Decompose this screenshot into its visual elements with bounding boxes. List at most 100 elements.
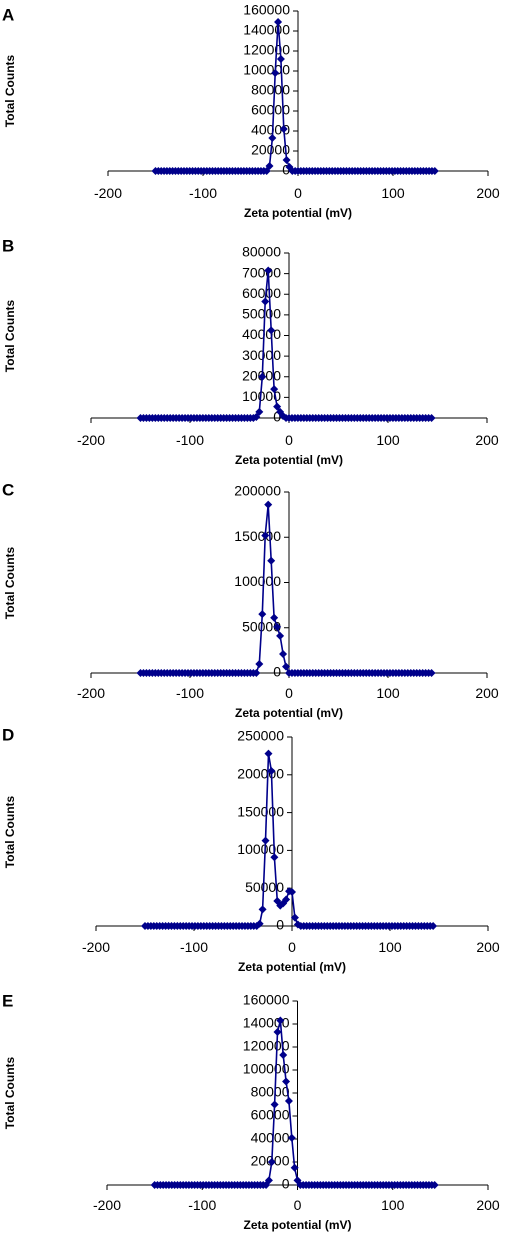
data-point — [264, 266, 273, 275]
series-line — [155, 21, 435, 172]
data-point — [261, 836, 270, 845]
data-point — [279, 649, 288, 658]
data-point — [427, 414, 436, 422]
data-point — [267, 1158, 276, 1166]
data-point — [282, 1077, 291, 1086]
y-tick-label: 200000 — [234, 483, 281, 499]
data-point — [279, 125, 288, 133]
x-tick-label: 0 — [294, 185, 302, 201]
x-tick-label: 100 — [381, 1197, 405, 1213]
x-tick-label: 100 — [378, 939, 402, 955]
y-tick-label: 80000 — [251, 82, 290, 98]
data-point — [267, 556, 276, 565]
x-tick-label: 0 — [288, 939, 296, 955]
chart-panel-d: D 0 50000 100000 150000 200000 250000 -200 -100 0… — [2, 725, 500, 974]
y-tick-label: 140000 — [243, 1015, 290, 1031]
y-tick-label: 50000 — [245, 879, 284, 895]
data-point — [430, 167, 439, 175]
data-point — [267, 326, 276, 335]
y-axis-title: Total Counts — [3, 299, 17, 372]
y-tick-label: 0 — [273, 409, 281, 425]
y-tick-label: 30000 — [242, 347, 281, 363]
data-point — [430, 1181, 439, 1189]
x-tick-label: -200 — [94, 185, 122, 201]
data-point — [279, 1051, 288, 1060]
x-tick-label: 100 — [376, 432, 400, 448]
y-tick-label: 100000 — [243, 1061, 290, 1077]
data-point — [261, 297, 270, 306]
x-tick-label: -100 — [176, 685, 204, 701]
x-tick-label: -200 — [93, 1197, 121, 1213]
data-point — [258, 610, 267, 619]
y-tick-label: 80000 — [242, 244, 281, 260]
x-tick-label: 0 — [285, 685, 293, 701]
y-tick-label: 200000 — [237, 766, 284, 782]
data-point — [273, 402, 282, 411]
data-point — [276, 1016, 285, 1025]
x-tick-label: 100 — [376, 685, 400, 701]
x-tick-label: -200 — [77, 685, 105, 701]
y-tick-label: 0 — [276, 917, 284, 933]
y-axis-title: Total Counts — [3, 54, 17, 127]
data-point — [271, 69, 280, 77]
panel-letter: D — [2, 725, 14, 744]
data-point — [264, 1176, 273, 1185]
y-tick-label: 160000 — [243, 2, 290, 18]
y-tick-label: 80000 — [251, 1084, 290, 1100]
panel-letter: C — [2, 480, 14, 499]
data-point — [252, 669, 261, 677]
data-point — [274, 18, 283, 26]
data-point — [282, 662, 291, 671]
chart-panel-b: B010000200003000040000500006000070000800… — [2, 236, 499, 467]
y-tick-label: 150000 — [237, 803, 284, 819]
panel-letter: B — [2, 236, 14, 255]
panel-letter: E — [2, 991, 13, 1010]
x-tick-label: 200 — [476, 185, 500, 201]
x-tick-label: 200 — [475, 432, 499, 448]
data-point — [264, 500, 273, 509]
data-point — [273, 622, 282, 631]
x-tick-label: -100 — [189, 185, 217, 201]
y-axis-title: Total Counts — [3, 795, 17, 868]
y-tick-label: 40000 — [251, 122, 290, 138]
x-tick-label: 200 — [476, 939, 500, 955]
x-axis-title: Zeta potential (mV) — [235, 706, 343, 720]
y-tick-label: 120000 — [243, 42, 290, 58]
data-point — [255, 659, 264, 668]
y-tick-label: 0 — [282, 1176, 290, 1192]
y-tick-label: 40000 — [251, 1130, 290, 1146]
x-axis-title: Zeta potential (mV) — [244, 206, 352, 220]
data-point — [270, 385, 279, 394]
y-tick-label: 100000 — [234, 573, 281, 589]
data-point — [252, 412, 261, 421]
data-point — [273, 1028, 282, 1037]
data-point — [261, 531, 270, 540]
data-point — [276, 55, 285, 63]
x-tick-label: 200 — [476, 1197, 500, 1213]
data-point — [270, 1100, 279, 1109]
y-tick-label: 140000 — [243, 22, 290, 38]
x-tick-label: -100 — [180, 939, 208, 955]
y-tick-label: 60000 — [242, 285, 281, 301]
y-tick-label: 120000 — [243, 1038, 290, 1054]
data-point — [255, 919, 264, 928]
series-line — [140, 503, 432, 674]
y-tick-label: 40000 — [242, 326, 281, 342]
data-point — [427, 669, 436, 677]
x-tick-label: -100 — [176, 432, 204, 448]
data-point — [265, 162, 274, 170]
chart-panel-e: E020000400006000080000100000120000140000… — [2, 991, 500, 1232]
x-tick-label: 200 — [475, 685, 499, 701]
series-line — [154, 1019, 435, 1186]
x-tick-label: -200 — [82, 939, 110, 955]
y-tick-label: 60000 — [251, 1107, 290, 1123]
data-point — [258, 905, 267, 914]
data-point — [282, 895, 291, 904]
data-point — [270, 853, 279, 862]
x-tick-label: 100 — [381, 185, 405, 201]
data-point — [284, 1097, 293, 1106]
data-point — [282, 156, 291, 164]
chart-panel-a: A020000400006000080000100000120000140000… — [2, 2, 500, 220]
